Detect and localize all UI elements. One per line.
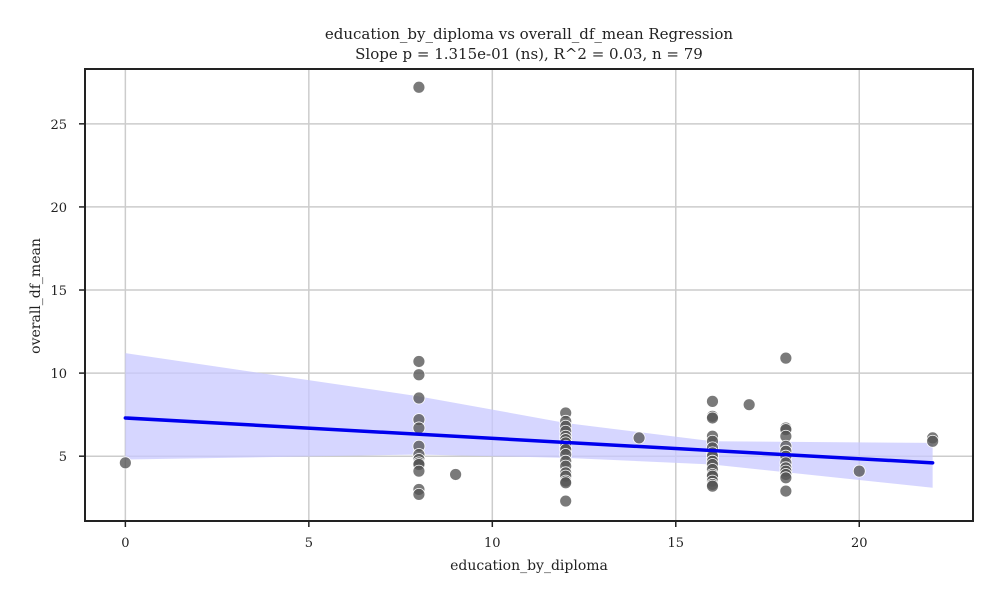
chart-title: education_by_diploma vs overall_df_mean … bbox=[325, 25, 734, 43]
data-point bbox=[632, 431, 646, 445]
data-point bbox=[926, 434, 940, 448]
x-tick-label: 10 bbox=[484, 536, 501, 551]
y-tick-label: 20 bbox=[50, 201, 67, 216]
x-axis-label: education_by_diploma bbox=[450, 558, 608, 574]
confidence-band bbox=[125, 353, 933, 488]
y-axis-label: overall_df_mean bbox=[28, 238, 44, 354]
data-point bbox=[706, 411, 719, 425]
data-point bbox=[412, 421, 426, 435]
confidence-band-layer bbox=[125, 353, 933, 488]
data-point bbox=[779, 471, 793, 485]
data-point bbox=[559, 494, 573, 508]
data-point bbox=[412, 80, 426, 94]
data-point bbox=[742, 398, 756, 412]
axis-ticks: 0 5 10 15 20 5 10 15 20 25 bbox=[50, 118, 867, 551]
data-point bbox=[412, 391, 426, 405]
data-point bbox=[118, 456, 132, 470]
data-point bbox=[706, 479, 719, 493]
data-point bbox=[449, 468, 463, 481]
data-point bbox=[412, 488, 426, 501]
data-point bbox=[779, 351, 793, 365]
x-tick-label: 5 bbox=[305, 536, 313, 551]
data-point bbox=[852, 464, 866, 478]
x-tick-label: 0 bbox=[121, 536, 129, 551]
x-tick-label: 15 bbox=[668, 536, 685, 551]
data-point bbox=[412, 368, 426, 382]
chart-subtitle: Slope p = 1.315e-01 (ns), R^2 = 0.03, n … bbox=[355, 45, 703, 63]
y-tick-label: 5 bbox=[59, 450, 67, 465]
scatter-points bbox=[118, 80, 940, 508]
data-point bbox=[706, 394, 719, 408]
data-point bbox=[412, 355, 426, 368]
x-tick-label: 20 bbox=[851, 536, 868, 551]
data-point bbox=[559, 476, 573, 490]
y-tick-label: 15 bbox=[50, 284, 67, 299]
data-point bbox=[412, 464, 426, 478]
regression-line-layer bbox=[123, 416, 935, 465]
regression-line bbox=[123, 416, 935, 465]
data-point bbox=[779, 484, 793, 498]
y-tick-label: 10 bbox=[50, 367, 67, 382]
plot-frame bbox=[84, 68, 974, 522]
y-tick-label: 25 bbox=[50, 118, 67, 133]
